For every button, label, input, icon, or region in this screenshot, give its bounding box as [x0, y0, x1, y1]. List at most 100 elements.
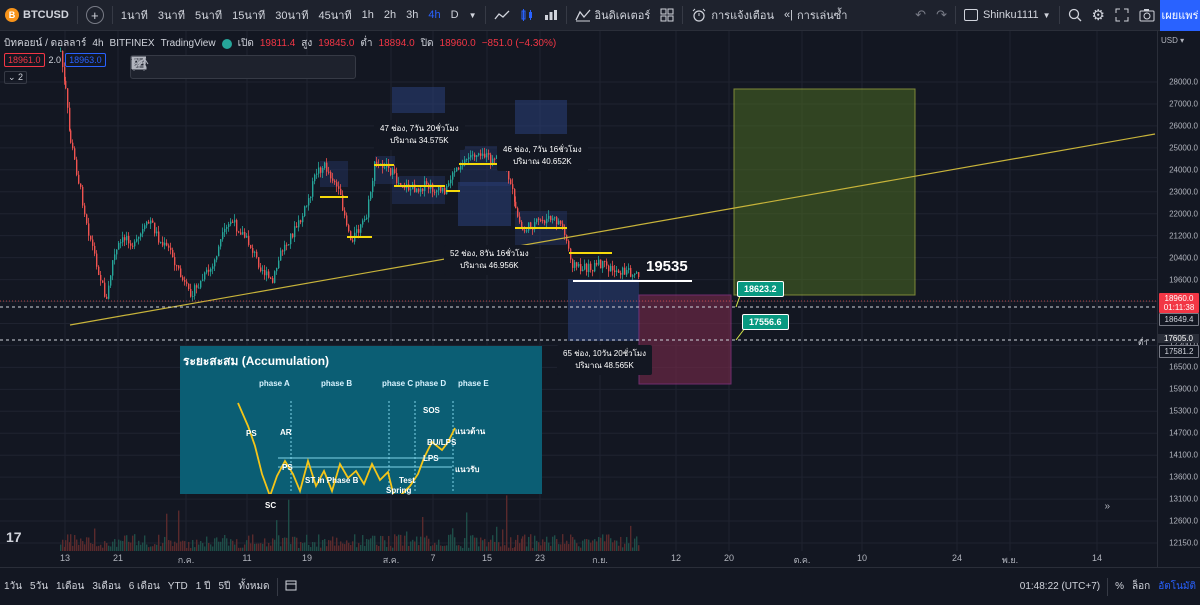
auto-scale-toggle[interactable]: อัตโนมัติ	[1158, 581, 1196, 592]
candle-body	[152, 220, 154, 223]
redo-button[interactable]: ↷	[931, 0, 952, 31]
interval-4h[interactable]: 4h	[428, 9, 441, 21]
alarm-clock-icon	[692, 8, 706, 22]
chart-style-line-button[interactable]	[489, 0, 515, 31]
buy-price-button[interactable]: 18963.0	[65, 53, 106, 67]
range-box[interactable]	[458, 182, 511, 226]
range-5d[interactable]: 5วัน	[30, 581, 49, 592]
interval-dropdown[interactable]: ▼	[464, 0, 482, 31]
interval-1d[interactable]: D	[450, 9, 459, 21]
target-lower-tag[interactable]: 17556.6	[742, 314, 789, 330]
target-upper-tag[interactable]: 18623.2	[737, 281, 784, 297]
compare-symbol-button[interactable]: +	[81, 0, 109, 31]
regression-tool-icon[interactable]	[132, 56, 247, 78]
chart-pane[interactable]: 47 ช่อง, 7วัน 20ชั่วโมง ปริมาณ 34.575K 4…	[0, 31, 1157, 567]
range-box[interactable]	[515, 100, 567, 134]
candle-body	[336, 182, 338, 187]
interval-45m[interactable]: 45นาที	[318, 10, 352, 22]
support-price-label[interactable]: 19535	[646, 258, 688, 275]
settings-button[interactable]: ⚙	[1087, 0, 1110, 31]
price-axis[interactable]: USD ▾ 28000.0 27000.0 26000.0 25000.0 24000.…	[1157, 31, 1200, 567]
range-note[interactable]: 65 ช่อง, 10วัน 20ชั่วโมง ปริมาณ 48.565K	[557, 345, 653, 375]
layout-name-button[interactable]: Shinku1111 ▼	[959, 0, 1056, 31]
range-note[interactable]: 47 ช่อง, 7วัน 20ชั่วโมง ปริมาณ 34.575K	[374, 120, 465, 150]
candle-body	[376, 161, 378, 165]
percent-scale-toggle[interactable]: %	[1115, 581, 1124, 592]
calendar-icon	[285, 580, 297, 591]
indicators-button[interactable]: อินดิเคเตอร์	[570, 0, 656, 31]
range-1d[interactable]: 1วัน	[4, 581, 23, 592]
snapshot-button[interactable]	[1134, 0, 1160, 31]
range-box[interactable]	[375, 156, 395, 184]
interval-1h[interactable]: 1h	[361, 9, 374, 21]
candle-body	[174, 257, 176, 266]
volume-bar	[508, 547, 510, 551]
candle-body	[256, 251, 258, 258]
search-button[interactable]	[1063, 0, 1087, 31]
alert-button[interactable]: การแจ้งเตือน	[686, 0, 779, 31]
candle-body	[512, 184, 514, 190]
legend-symbol-title[interactable]: บิทคอยน์ / ดอลลาร์	[4, 38, 87, 49]
layouts-button[interactable]	[655, 0, 679, 31]
range-1m[interactable]: 1เดือน	[56, 581, 85, 592]
timezone-clock[interactable]: 01:48:22 (UTC+7)	[1019, 581, 1101, 592]
interval-5m[interactable]: 5นาที	[195, 10, 223, 22]
tradingview-logo[interactable]: 17	[6, 529, 22, 545]
fib-channel-tool-icon[interactable]	[131, 56, 221, 78]
interval-30m[interactable]: 30นาที	[275, 10, 309, 22]
log-scale-toggle[interactable]: ล็อก	[1132, 581, 1151, 592]
time-tick-label: 24	[951, 553, 963, 563]
candle-body	[112, 260, 114, 276]
horizontal-line-tool-icon[interactable]	[132, 56, 325, 78]
symbol-search-button[interactable]: B BTCUSD	[0, 0, 74, 31]
candle-body	[280, 250, 282, 261]
candle-body	[628, 268, 630, 271]
fib-retracement-tool-icon[interactable]	[132, 56, 195, 78]
chevron-down-icon: ▼	[1042, 10, 1051, 20]
go-to-date-button[interactable]	[281, 579, 301, 594]
price-range-tool-icon[interactable]	[132, 56, 273, 78]
undo-button[interactable]: ↶	[910, 0, 931, 31]
publish-button[interactable]: เผยแพร่	[1160, 0, 1200, 31]
chart-style-bars-button[interactable]	[539, 0, 563, 31]
range-3m[interactable]: 3เดือน	[92, 581, 121, 592]
indicator-collapse-button[interactable]: ⌄ 2	[4, 71, 28, 84]
candle-body	[332, 178, 334, 181]
candle-body	[618, 270, 620, 273]
range-box[interactable]	[568, 279, 639, 341]
currency-selector[interactable]: USD ▾	[1161, 36, 1184, 45]
range-6m[interactable]: 6 เดือน	[128, 581, 160, 592]
interval-2h[interactable]: 2h	[383, 9, 397, 21]
range-note[interactable]: 52 ช่อง, 8วัน 16ชั่วโมง ปริมาณ 46.956K	[444, 245, 535, 275]
volume-bar	[274, 539, 276, 551]
rectangle-tool-icon[interactable]	[131, 56, 351, 78]
fullscreen-button[interactable]	[1110, 0, 1134, 31]
trend-line[interactable]	[69, 133, 1156, 326]
sell-price-button[interactable]: 18961.0	[4, 53, 45, 67]
wyckoff-schematic-image[interactable]: ระยะสะสม (Accumulation) phase A phase B	[180, 346, 542, 510]
range-all[interactable]: ทั้งหมด	[238, 581, 270, 592]
range-5y[interactable]: 5ปี	[218, 581, 231, 592]
interval-3m[interactable]: 3นาที	[157, 10, 185, 22]
interval-15m[interactable]: 15นาที	[232, 10, 266, 22]
toolbar-divider	[484, 6, 486, 24]
interval-1m[interactable]: 1นาที	[120, 10, 148, 22]
candle-body	[130, 243, 132, 246]
volume-bar	[386, 546, 388, 551]
volume-bar	[404, 535, 406, 551]
replay-button[interactable]: «| การเล่นซ้ำ	[779, 0, 852, 31]
time-axis[interactable]: 13 21 ก.ค. 11 19 ส.ค. 7 15 23 ก.ย. 12 20 ต.ค. 10 24 พ.ย…	[0, 551, 1157, 567]
candle-body	[114, 254, 116, 261]
range-box[interactable]	[392, 87, 445, 113]
range-note[interactable]: 46 ช่อง, 7วัน 16ชั่วโมง ปริมาณ 40.652K	[497, 141, 588, 171]
interval-3h[interactable]: 3h	[406, 9, 419, 21]
chart-style-candles-button[interactable]	[515, 0, 539, 31]
candle-body	[548, 216, 550, 219]
scroll-to-realtime-icon[interactable]: »	[1104, 501, 1110, 512]
pattern-tool-icon[interactable]	[131, 56, 299, 78]
username: Shinku1111	[982, 9, 1039, 21]
range-1y[interactable]: 1 ปี	[195, 581, 211, 592]
wyckoff-label-ps2: PS	[282, 463, 293, 472]
range-ytd[interactable]: YTD	[167, 581, 188, 592]
candle-body	[84, 205, 86, 215]
